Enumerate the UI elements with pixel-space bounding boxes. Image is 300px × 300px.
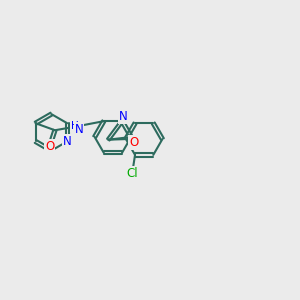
Text: N: N <box>119 110 128 123</box>
Text: N: N <box>63 135 71 148</box>
Text: O: O <box>129 136 138 149</box>
Text: Cl: Cl <box>127 167 139 180</box>
Text: N: N <box>75 123 83 136</box>
Text: O: O <box>45 140 54 153</box>
Text: H: H <box>71 121 79 131</box>
